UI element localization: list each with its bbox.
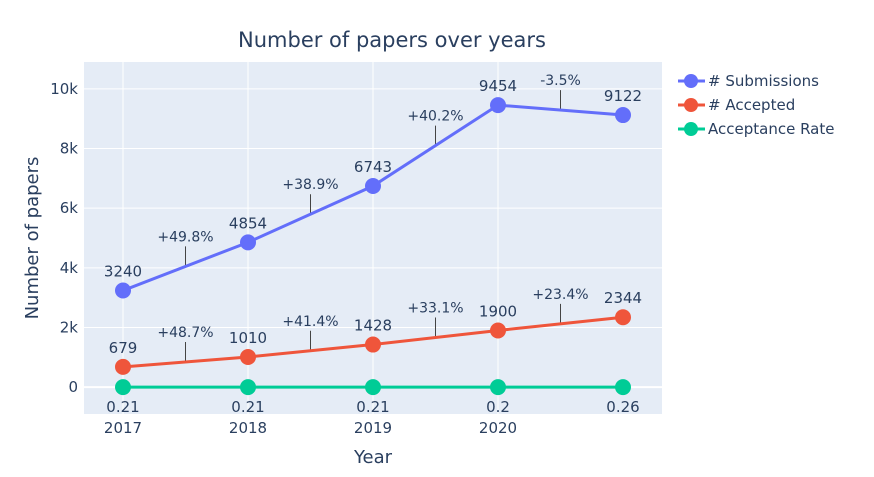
x-tick-label: 2020: [479, 419, 517, 437]
data-point: [365, 379, 381, 396]
data-point: [365, 178, 381, 195]
data-label: 4854: [229, 214, 267, 232]
legend-label: Acceptance Rate: [708, 120, 834, 138]
growth-annotation: +49.8%: [157, 229, 213, 245]
legend-label: # Accepted: [708, 96, 795, 114]
data-point: [615, 379, 631, 396]
y-axis-ticks: 0 2k 4k 6k 8k 10k: [50, 80, 78, 396]
data-point: [490, 97, 506, 114]
legend: # Submissions # Accepted Acceptance Rate: [678, 72, 834, 138]
y-axis-title: Number of papers: [22, 157, 43, 320]
growth-annotation: -3.5%: [540, 73, 581, 89]
data-point: [115, 379, 131, 396]
y-tick-label: 6k: [60, 199, 79, 217]
y-tick-label: 0: [68, 378, 78, 396]
legend-swatch-marker: [684, 98, 698, 112]
x-tick-label: 2017: [104, 419, 142, 437]
x-axis-ticks: 2017 2018 2019 2020: [104, 419, 517, 437]
data-label: 0.2: [486, 398, 510, 416]
growth-annotation: +48.7%: [157, 325, 213, 341]
data-point: [240, 234, 256, 251]
series-layer: [115, 97, 631, 396]
data-point: [240, 349, 256, 366]
data-point: [615, 107, 631, 124]
data-labels: 3240 4854 6743 9454 9122 679 1010 1428 1900 2344 0…: [104, 77, 642, 416]
y-tick-label: 2k: [60, 318, 79, 336]
growth-annotation: +38.9%: [282, 177, 338, 193]
data-point: [240, 379, 256, 396]
data-label: 0.26: [606, 398, 639, 416]
y-tick-label: 4k: [60, 259, 79, 277]
growth-annotation: +40.2%: [407, 109, 463, 125]
data-label: 1010: [229, 329, 267, 347]
data-label: 0.21: [231, 398, 264, 416]
data-point: [115, 282, 131, 299]
data-point: [615, 309, 631, 326]
data-label: 679: [109, 339, 138, 357]
data-label: 9454: [479, 77, 517, 95]
x-axis-title: Year: [353, 447, 393, 468]
growth-annotation: +41.4%: [282, 314, 338, 330]
x-tick-label: 2019: [354, 419, 392, 437]
legend-swatch-marker: [684, 74, 698, 88]
data-label: 1428: [354, 317, 392, 335]
growth-annotation: +23.4%: [532, 287, 588, 303]
data-point: [490, 322, 506, 339]
y-tick-label: 10k: [50, 80, 78, 98]
data-point: [115, 358, 131, 375]
y-tick-label: 8k: [60, 140, 79, 158]
data-label: 9122: [604, 87, 642, 105]
growth-annotation: +33.1%: [407, 301, 463, 317]
data-point: [490, 379, 506, 396]
legend-swatch-marker: [684, 122, 698, 136]
data-label: 0.21: [106, 398, 139, 416]
data-label: 1900: [479, 302, 517, 320]
data-label: 3240: [104, 263, 142, 281]
data-label: 6743: [354, 158, 392, 176]
data-point: [365, 336, 381, 353]
growth-annotations: +49.8% +38.9% +40.2% -3.5% +48.7% +41.4% +33.1…: [157, 73, 589, 362]
data-label: 2344: [604, 289, 642, 307]
legend-label: # Submissions: [708, 72, 819, 90]
data-label: 0.21: [356, 398, 389, 416]
x-tick-label: 2018: [229, 419, 267, 437]
chart-title: Number of papers over years: [238, 28, 546, 52]
